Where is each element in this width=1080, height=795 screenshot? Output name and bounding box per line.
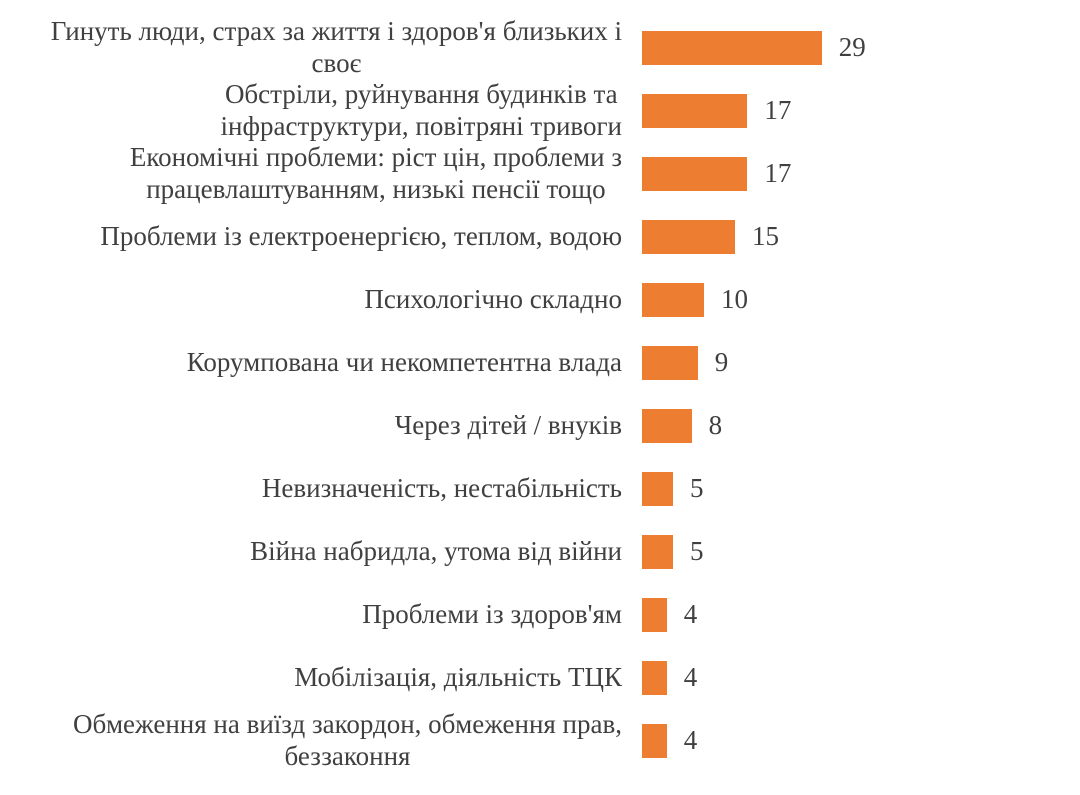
bar xyxy=(642,534,673,569)
chart-row: Обмеження на виїзд закордон, обмеження п… xyxy=(0,709,1080,772)
value-label: 15 xyxy=(752,221,779,251)
bar xyxy=(642,660,667,695)
category-label: Невизначеність, нестабільність xyxy=(261,472,622,503)
chart-row: Проблеми із здоров'ям 4 xyxy=(0,583,1080,646)
category-label: Психологічно складно xyxy=(364,283,622,314)
bar xyxy=(642,345,698,380)
category-label: Проблеми із здоров'ям xyxy=(362,598,622,629)
value-label: 10 xyxy=(721,284,748,314)
category-label: Обстріли, руйнування будинків та інфраст… xyxy=(220,79,622,141)
bar xyxy=(642,30,822,65)
value-label: 17 xyxy=(764,158,792,188)
value-label: 4 xyxy=(683,599,698,629)
chart-row: Війна набридла, утома від війни 5 xyxy=(0,520,1080,583)
bar xyxy=(642,219,735,254)
category-label: Корумпована чи некомпетентна влада xyxy=(186,346,622,377)
chart-row: Обстріли, руйнування будинків та інфраст… xyxy=(0,79,1080,142)
value-label: 29 xyxy=(838,32,866,62)
value-label: 17 xyxy=(764,95,792,125)
category-label: Проблеми із електроенергією, теплом, вод… xyxy=(100,220,622,251)
bar xyxy=(642,408,692,443)
chart-row: Корумпована чи некомпетентна влада 9 xyxy=(0,331,1080,394)
chart-row: Проблеми із електроенергією, теплом, вод… xyxy=(0,205,1080,268)
category-label: Економічні проблеми: ріст цін, проблеми … xyxy=(129,142,622,204)
chart-row: Мобілізація, діяльність ТЦК 4 xyxy=(0,646,1080,709)
value-label: 5 xyxy=(690,473,704,503)
category-label: Війна набридла, утома від війни xyxy=(250,535,622,566)
category-label: Гинуть люди, страх за життя і здоров'я б… xyxy=(50,16,622,78)
chart-row: Через дітей / внуків 8 xyxy=(0,394,1080,457)
value-label: 9 xyxy=(714,347,729,377)
category-label: Через дітей / внуків xyxy=(394,409,622,440)
chart-row: Психологічно складно 10 xyxy=(0,268,1080,331)
category-label: Мобілізація, діяльність ТЦК xyxy=(294,661,622,692)
chart-row: Невизначеність, нестабільність 5 xyxy=(0,457,1080,520)
bar xyxy=(642,93,748,128)
chart-row: Гинуть люди, страх за життя і здоров'я б… xyxy=(0,16,1080,79)
value-label: 4 xyxy=(683,725,698,755)
bar xyxy=(642,471,673,506)
value-label: 4 xyxy=(683,662,698,692)
value-label: 5 xyxy=(690,536,704,566)
category-label: Обмеження на виїзд закордон, обмеження п… xyxy=(73,709,622,771)
value-label: 8 xyxy=(708,410,723,440)
chart-row: Економічні проблеми: ріст цін, проблеми … xyxy=(0,142,1080,205)
bar xyxy=(642,282,704,317)
bar xyxy=(642,156,748,191)
bar xyxy=(642,597,667,632)
bar xyxy=(642,723,667,758)
